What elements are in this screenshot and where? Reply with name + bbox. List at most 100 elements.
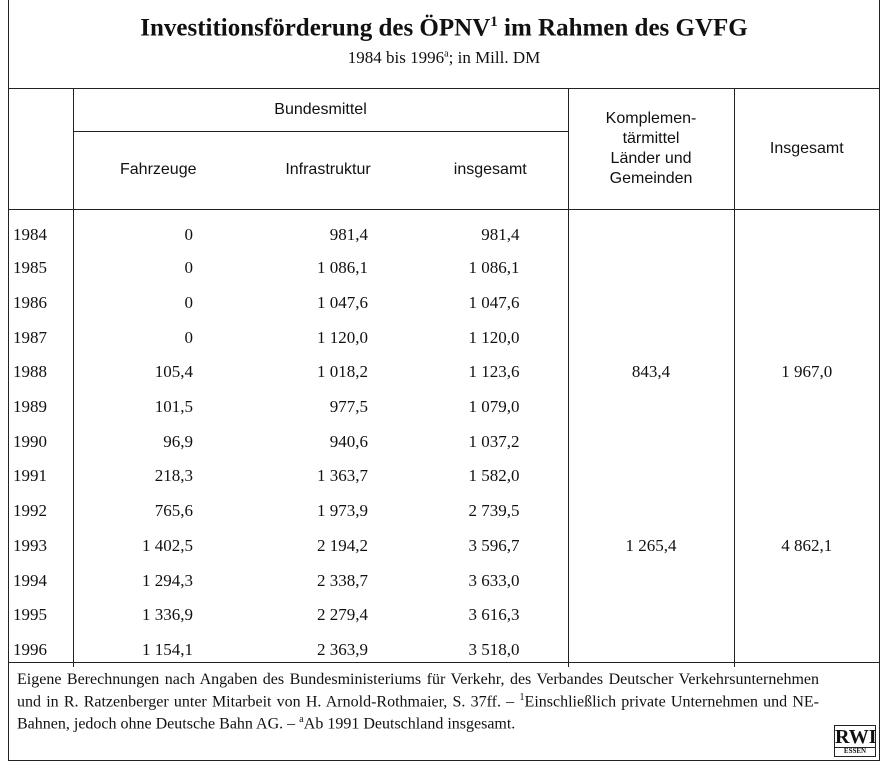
table-row: 1993 1 402,5 2 194,2 3 596,7 1 265,4 4 862,1 [9, 528, 880, 564]
value-cell: 101,5 [72, 389, 243, 425]
column-header: Fahrzeuge [72, 131, 243, 210]
total-cell [733, 320, 880, 356]
subtitle: 1984 bis 1996a; in Mill. DM [9, 48, 879, 68]
footnote: Eigene Berechnungen nach Angaben des Bun… [9, 662, 879, 761]
total-cell [733, 597, 880, 633]
table-row: 1990 96,9 940,6 1 037,2 [9, 424, 880, 460]
year-cell: 1994 [13, 570, 47, 590]
total-cell [733, 632, 880, 668]
komplement-cell [567, 424, 735, 460]
year-cell: 1996 [13, 639, 47, 659]
title-text: Investitionsförderung des ÖPNV [140, 14, 491, 42]
total-cell [733, 389, 880, 425]
footnote-text: Einschließlich private Unternehmen und N… [17, 693, 820, 733]
value-cell: 1 037,2 [468, 431, 520, 451]
total-cell: 4 862,1 [733, 528, 880, 564]
value-cell: 3 616,3 [468, 605, 520, 625]
value-cell: 1 018,2 [317, 362, 368, 382]
value-cell: 2 363,9 [317, 639, 368, 659]
year-cell: 1995 [13, 605, 47, 625]
value-cell: 1 363,7 [317, 466, 368, 486]
table-row: 1996 1 154,1 2 363,9 3 518,0 [9, 632, 880, 668]
footnote-sup: a [299, 714, 304, 726]
komplement-header-line: Komplemen- [605, 109, 697, 127]
data-table: Bundesmittel Komplemen-tärmittel Länder u… [9, 89, 880, 668]
value-cell: 3 633,0 [468, 570, 520, 590]
table-row: 1995 1 336,9 2 279,4 3 616,3 [9, 597, 880, 633]
value-cell: 1 402,5 [72, 528, 243, 564]
komplement-cell [567, 493, 735, 529]
value-cell: 1 294,3 [72, 563, 243, 598]
total-cell [733, 493, 880, 529]
value-cell: 1 336,9 [72, 597, 243, 633]
value-cell: 2 338,7 [317, 570, 368, 590]
value-cell: 105,4 [72, 355, 243, 390]
year-cell: 1984 [13, 225, 47, 244]
footnote-text: Eigene Berechnungen nach Angaben des Bun… [17, 671, 819, 711]
value-cell: 3 518,0 [468, 639, 520, 659]
value-cell: 1 047,6 [317, 293, 368, 313]
value-cell: 1 120,0 [317, 327, 368, 347]
value-cell: 2 739,5 [468, 501, 520, 521]
value-cell: 1 154,1 [72, 632, 243, 668]
table-row: 1992 765,6 1 973,9 2 739,5 [9, 493, 880, 529]
value-cell: 1 582,0 [468, 466, 520, 486]
table-row: 1984 0 981,4 981,4 [9, 209, 880, 251]
value-cell: 1 047,6 [468, 293, 520, 313]
table-row: 1986 0 1 047,6 1 047,6 [9, 285, 880, 321]
value-cell: 1 086,1 [468, 258, 520, 278]
table-body: 1984 0 981,4 981,4 1985 0 1 086,1 1 086,1 1986 0 1… [9, 209, 880, 668]
komplement-header: Komplemen-tärmittel Länder und Gemeinden [567, 89, 735, 210]
value-cell: 1 123,6 [468, 362, 520, 382]
logo-subtext: ESSEN [835, 747, 875, 755]
komplement-cell [567, 251, 735, 286]
subtitle-text: ; in Mill. DM [448, 48, 541, 68]
table-row: 1994 1 294,3 2 338,7 3 633,0 [9, 563, 880, 598]
year-header [9, 89, 73, 210]
value-cell: 1 079,0 [468, 397, 520, 417]
value-cell: 0 [72, 251, 243, 286]
komplement-header-line: Gemeinden [609, 169, 693, 187]
value-cell: 1 973,9 [317, 501, 368, 521]
komplement-cell: 1 265,4 [567, 528, 735, 564]
footnote-sup: 1 [519, 692, 525, 703]
komplement-cell [567, 389, 735, 425]
logo-text: RWI [835, 726, 877, 748]
value-cell: 940,6 [329, 431, 368, 451]
year-cell: 1988 [13, 362, 47, 382]
year-cell: 1991 [13, 466, 47, 486]
total-header: Insgesamt [733, 89, 880, 210]
komplement-header-line: Länder und [610, 149, 692, 167]
year-cell: 1989 [13, 397, 47, 417]
total-cell [733, 251, 880, 286]
value-cell: 1 086,1 [317, 258, 368, 278]
value-cell: 1 120,0 [468, 327, 520, 347]
value-cell: 2 194,2 [317, 535, 368, 555]
title-sup: 1 [490, 14, 498, 30]
column-header: Infrastruktur [243, 131, 413, 210]
table-frame: Investitionsförderung des ÖPNV1 im Rahme… [8, 0, 880, 761]
value-cell: 96,9 [72, 424, 243, 460]
total-cell [733, 285, 880, 321]
table-row: 1987 0 1 120,0 1 120,0 [9, 320, 880, 356]
footnote-text: Ab 1991 Deutschland insgesamt. [303, 715, 516, 733]
komplement-cell [567, 320, 735, 356]
column-header: insgesamt [413, 131, 569, 210]
value-cell: 981,4 [481, 225, 520, 244]
year-cell: 1990 [13, 431, 47, 451]
komplement-cell [567, 459, 735, 494]
total-cell [733, 424, 880, 460]
year-cell: 1985 [13, 258, 47, 278]
table-row: 1985 0 1 086,1 1 086,1 [9, 251, 880, 286]
komplement-cell [567, 597, 735, 633]
title-text: im Rahmen des GVFG [497, 14, 748, 42]
subtitle-sup: a [444, 48, 449, 60]
value-cell: 3 596,7 [468, 535, 520, 555]
title: Investitionsförderung des ÖPNV1 im Rahme… [9, 0, 879, 42]
title-block: Investitionsförderung des ÖPNV1 im Rahme… [9, 0, 879, 89]
total-cell [733, 563, 880, 598]
komplement-cell [567, 563, 735, 598]
komplement-cell [567, 209, 735, 251]
komplement-cell: 843,4 [567, 355, 735, 390]
